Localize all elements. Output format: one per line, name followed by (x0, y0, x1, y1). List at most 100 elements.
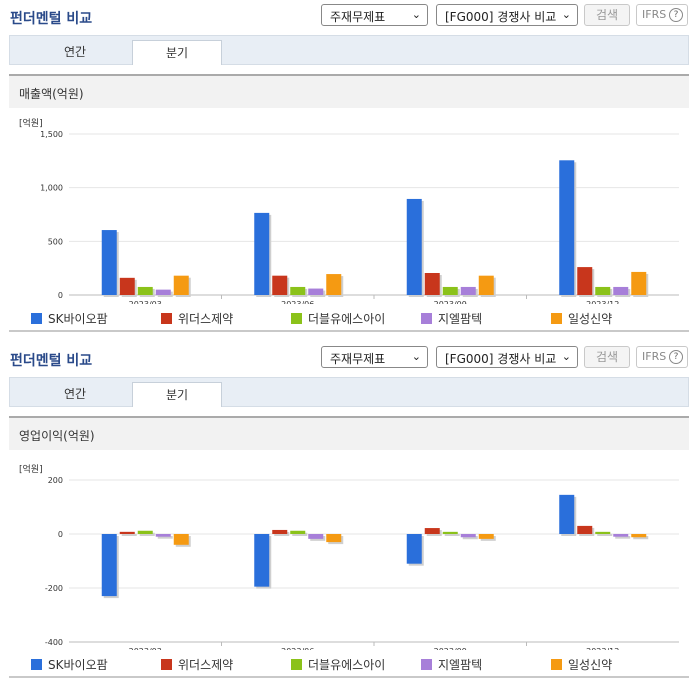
x-tick-label: 2023/03 (129, 300, 162, 304)
help-icon: ? (669, 350, 683, 364)
period-tabs: 연간 분기 (9, 35, 689, 65)
bar-shadow (157, 536, 173, 539)
chevron-down-icon: ⌄ (561, 8, 571, 21)
chevron-down-icon: ⌄ (561, 350, 571, 363)
ifrs-label: IFRS (642, 8, 667, 21)
revenue-chart: [억원] 0 500 1,000 1,500 2023/03 2023/06 2023/09 2… (19, 117, 679, 304)
legend-item[interactable]: 일성신약 (551, 656, 612, 673)
legend-item[interactable]: SK바이오팜 (31, 310, 108, 327)
chart-header: 매출액(억원) (9, 76, 689, 108)
bar (442, 531, 458, 534)
legend-item[interactable]: 더블유에스아이 (291, 310, 385, 327)
bar (577, 525, 593, 534)
bar-shadow (462, 536, 478, 540)
tab-quarterly[interactable]: 분기 (132, 40, 222, 65)
legend-label: 더블유에스아이 (308, 312, 386, 326)
bar (406, 198, 422, 295)
legend-label: 일성신약 (568, 658, 613, 672)
ifrs-button[interactable]: IFRS ? (636, 4, 688, 26)
bar (559, 160, 575, 295)
bar (119, 531, 135, 534)
bar (137, 530, 153, 534)
x-tick-label: 2023/12 (586, 647, 619, 650)
x-tick-label: 2023/12 (586, 300, 619, 304)
legend-item[interactable]: 지엘팜텍 (421, 310, 482, 327)
panel-header: 펀더멘털 비교 주재무제표 ⌄ [FG000] 경쟁사 비교 ⌄ 검색 IFRS… (0, 342, 696, 374)
bar-shadow (444, 533, 460, 536)
legend-label: SK바이오팜 (48, 312, 108, 326)
tab-quarterly[interactable]: 분기 (132, 382, 222, 407)
legend-item[interactable]: 더블유에스아이 (291, 656, 385, 673)
bar (326, 274, 342, 295)
y-tick-label: 200 (48, 476, 63, 485)
bar (272, 529, 288, 534)
x-tick-label: 2023/03 (129, 647, 162, 650)
bar (613, 286, 629, 295)
x-tick-label: 2023/09 (434, 647, 467, 650)
bar (173, 275, 189, 295)
group-select[interactable]: [FG000] 경쟁사 비교 ⌄ (436, 346, 578, 368)
search-button[interactable]: 검색 (584, 346, 630, 368)
statement-select[interactable]: 주재무제표 ⌄ (321, 4, 428, 26)
bar (424, 272, 440, 295)
bar-shadow (121, 533, 137, 536)
bar (254, 534, 270, 587)
bar (631, 534, 647, 538)
legend-label: 위더스제약 (178, 312, 234, 326)
y-tick-label: 500 (48, 237, 63, 246)
bar (595, 286, 611, 295)
legend-swatch (161, 313, 172, 324)
bar (613, 534, 629, 537)
legend-label: 더블유에스아이 (308, 658, 386, 672)
legend-label: 지엘팜텍 (438, 658, 483, 672)
chart-box: 매출액(억원) [억원] 0 500 1,000 1,500 2023/03 2023/06… (9, 74, 689, 332)
bar (155, 289, 171, 295)
chevron-down-icon: ⌄ (411, 350, 421, 363)
ifrs-button[interactable]: IFRS ? (636, 346, 688, 368)
bar (308, 534, 324, 539)
bar (631, 271, 647, 295)
statement-select-value: 주재무제표 (330, 352, 386, 366)
legend-swatch (31, 313, 42, 324)
bar (460, 286, 476, 295)
bar-shadow (139, 532, 155, 536)
legend-swatch (31, 659, 42, 670)
y-tick-label: -200 (45, 584, 63, 593)
y-unit-label: [억원] (19, 117, 43, 129)
group-select-value: [FG000] 경쟁사 비교 (445, 352, 557, 366)
bar (442, 286, 458, 295)
statement-select-value: 주재무제표 (330, 10, 386, 24)
bar (595, 531, 611, 534)
bar (577, 267, 593, 295)
bar (155, 534, 171, 537)
panel-title: 펀더멘털 비교 (10, 11, 93, 27)
panel-header: 펀더멘털 비교 주재무제표 ⌄ [FG000] 경쟁사 비교 ⌄ 검색 IFRS… (0, 0, 696, 32)
chart-box: 영업이익(억원) [억원] -400 -200 0 200 2023/03 2023/06 2… (9, 416, 689, 678)
legend-item[interactable]: 위더스제약 (161, 310, 233, 327)
legend-item[interactable]: 지엘팜텍 (421, 656, 482, 673)
bar-shadow (633, 536, 649, 540)
bar (478, 275, 494, 295)
chart-title: 매출액(억원) (19, 87, 84, 101)
help-icon: ? (669, 8, 683, 22)
ifrs-label: IFRS (642, 350, 667, 363)
y-tick-label: 1,500 (40, 130, 63, 139)
legend-swatch (291, 313, 302, 324)
legend-label: 지엘팜텍 (438, 312, 483, 326)
fundamental-panel-revenue: 펀더멘털 비교 주재무제표 ⌄ [FG000] 경쟁사 비교 ⌄ 검색 IFRS… (0, 0, 696, 340)
legend-swatch (551, 659, 562, 670)
x-tick-label: 2023/06 (281, 647, 314, 650)
y-tick-label: 0 (58, 291, 63, 300)
legend-item[interactable]: 위더스제약 (161, 656, 233, 673)
tab-annual[interactable]: 연간 (63, 387, 87, 401)
bar-shadow (292, 532, 308, 536)
bar (290, 286, 306, 295)
legend-label: 위더스제약 (178, 658, 234, 672)
legend-item[interactable]: SK바이오팜 (31, 656, 108, 673)
statement-select[interactable]: 주재무제표 ⌄ (321, 346, 428, 368)
legend-item[interactable]: 일성신약 (551, 310, 612, 327)
search-button[interactable]: 검색 (584, 4, 630, 26)
group-select[interactable]: [FG000] 경쟁사 비교 ⌄ (436, 4, 578, 26)
fundamental-panel-operating-income: 펀더멘털 비교 주재무제표 ⌄ [FG000] 경쟁사 비교 ⌄ 검색 IFRS… (0, 342, 696, 684)
tab-annual[interactable]: 연간 (63, 45, 87, 59)
